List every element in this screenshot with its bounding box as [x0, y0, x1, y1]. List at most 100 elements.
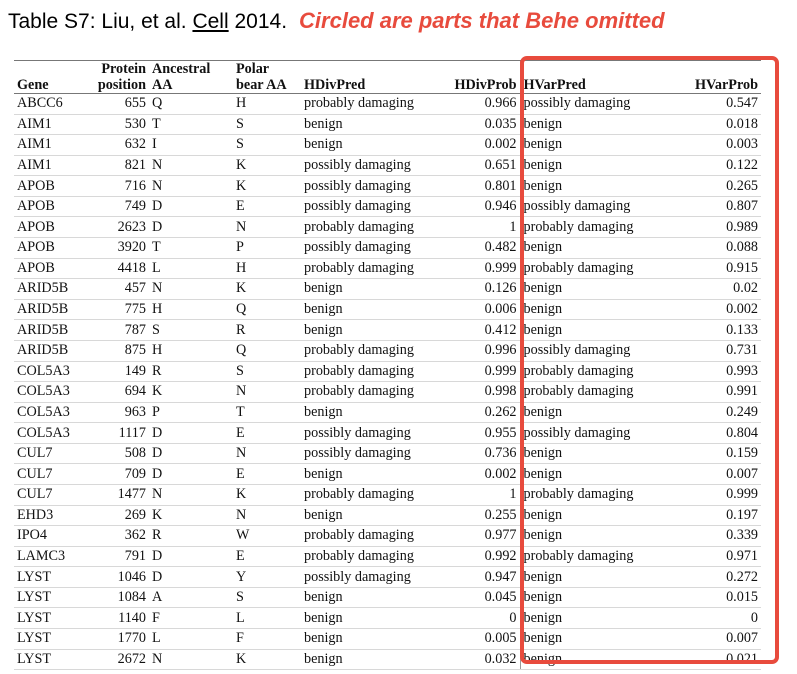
hvarprob-cell: 0.804	[667, 422, 761, 444]
hvarprob-cell: 0.002	[667, 299, 761, 321]
position-cell: 875	[86, 340, 149, 362]
position-cell: 749	[86, 196, 149, 218]
hdivpred-cell: probably damaging	[301, 484, 449, 506]
hdivprob-cell: 0.262	[449, 402, 520, 424]
hdivpred-cell: probably damaging	[301, 93, 449, 115]
hdivpred-cell: possibly damaging	[301, 422, 449, 444]
polar-bear-aa-cell: L	[233, 607, 301, 630]
ancestral-aa-cell: T	[149, 237, 233, 259]
gene-cell: ARID5B	[14, 278, 86, 300]
hdivpred-cell: probably damaging	[301, 258, 449, 280]
hdivprob-cell: 0.999	[449, 258, 520, 280]
header-polar-bear-aa: bear AA	[233, 77, 301, 94]
polar-bear-aa-cell: Y	[233, 566, 301, 588]
ancestral-aa-cell: P	[149, 402, 233, 424]
hdivprob-cell: 0.002	[449, 134, 520, 156]
polar-bear-aa-cell: N	[233, 381, 301, 403]
gene-cell: ARID5B	[14, 299, 86, 321]
hdivpred-cell: benign	[301, 299, 449, 321]
hvarpred-cell: benign	[519, 155, 667, 177]
header-top-gene	[14, 60, 86, 77]
hvarprob-cell: 0.088	[667, 237, 761, 259]
gene-cell: APOB	[14, 216, 86, 239]
ancestral-aa-cell: R	[149, 525, 233, 547]
hvarprob-cell: 0.999	[667, 484, 761, 506]
position-cell: 2672	[86, 649, 149, 671]
position-cell: 508	[86, 443, 149, 465]
ancestral-aa-cell: N	[149, 278, 233, 300]
ancestral-aa-cell: D	[149, 566, 233, 588]
hvarprob-cell: 0.249	[667, 402, 761, 424]
polar-bear-aa-cell: K	[233, 484, 301, 506]
polar-bear-aa-cell: Q	[233, 299, 301, 321]
highlight-circle	[520, 56, 779, 664]
gene-cell: ABCC6	[14, 93, 86, 115]
header-row-top: Protein Ancestral Polar	[14, 60, 761, 77]
hvarprob-cell: 0.339	[667, 525, 761, 547]
gene-cell: LYST	[14, 649, 86, 671]
position-cell: 269	[86, 505, 149, 527]
hvarpred-cell: benign	[519, 175, 667, 197]
position-cell: 716	[86, 175, 149, 197]
gene-cell: CUL7	[14, 463, 86, 485]
hvarpred-cell: benign	[519, 134, 667, 156]
position-cell: 1084	[86, 587, 149, 609]
ancestral-aa-cell: H	[149, 299, 233, 321]
hvarpred-cell: benign	[519, 237, 667, 259]
gene-cell: EHD3	[14, 505, 86, 527]
hvarpred-cell: benign	[519, 319, 667, 341]
position-cell: 362	[86, 525, 149, 547]
ancestral-aa-cell: D	[149, 546, 233, 568]
gene-cell: APOB	[14, 175, 86, 197]
hvarpred-cell: probably damaging	[519, 361, 667, 383]
ancestral-aa-cell: D	[149, 463, 233, 485]
polar-bear-aa-cell: N	[233, 505, 301, 527]
position-cell: 1046	[86, 566, 149, 588]
hvarpred-cell: benign	[519, 402, 667, 424]
hdivpred-cell: benign	[301, 134, 449, 156]
polar-bear-aa-cell: K	[233, 649, 301, 671]
header-gene: Gene	[14, 77, 86, 94]
polar-bear-aa-cell: E	[233, 196, 301, 218]
hdivprob-cell: 0.006	[449, 299, 520, 321]
hvarpred-cell: probably damaging	[519, 216, 667, 239]
gene-cell: APOB	[14, 196, 86, 218]
hdivprob-cell: 0.966	[449, 93, 520, 115]
ancestral-aa-cell: T	[149, 114, 233, 136]
ancestral-aa-cell: N	[149, 484, 233, 506]
hdivprob-cell: 0.651	[449, 155, 520, 177]
hdivprob-cell: 0.977	[449, 525, 520, 547]
hdivprob-cell: 1	[449, 484, 520, 506]
ancestral-aa-cell: F	[149, 607, 233, 630]
position-cell: 655	[86, 93, 149, 115]
hvarpred-cell: benign	[519, 525, 667, 547]
hvarprob-cell: 0.265	[667, 175, 761, 197]
hdivprob-cell: 0.998	[449, 381, 520, 403]
ancestral-aa-cell: N	[149, 155, 233, 177]
hvarprob-cell: 0	[667, 607, 761, 630]
hdivpred-cell: benign	[301, 319, 449, 341]
hdivprob-cell: 0.002	[449, 463, 520, 485]
position-cell: 775	[86, 299, 149, 321]
gene-cell: COL5A3	[14, 381, 86, 403]
polar-bear-aa-cell: S	[233, 587, 301, 609]
hvarprob-cell: 0.915	[667, 258, 761, 280]
header-top-hdivpred	[301, 60, 449, 77]
hdivprob-cell: 1	[449, 216, 520, 239]
caption-journal: Cell	[192, 10, 229, 33]
hdivprob-cell: 0.992	[449, 546, 520, 568]
hvarprob-cell: 0.018	[667, 114, 761, 136]
hvarprob-cell: 0.971	[667, 546, 761, 568]
polar-bear-aa-cell: P	[233, 237, 301, 259]
caption-annotation: Circled are parts that Behe omitted	[299, 8, 665, 33]
